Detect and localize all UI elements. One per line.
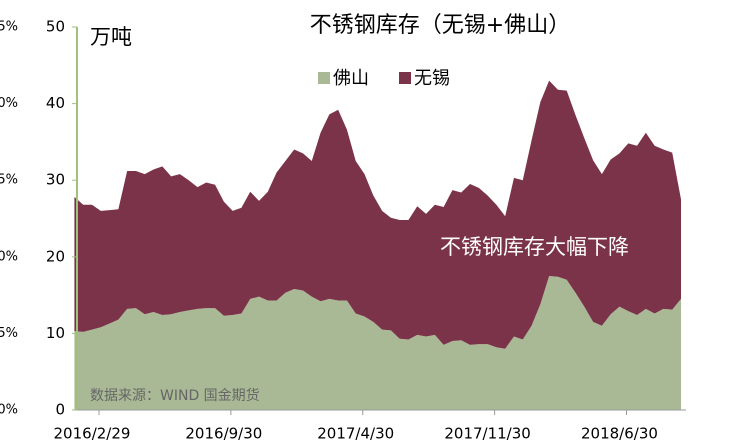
legend-swatch xyxy=(318,72,330,84)
y-tick-label: 30 xyxy=(46,171,65,189)
area xyxy=(74,80,682,349)
y2-tick-label: 10% xyxy=(0,249,18,264)
x-tick-label: 2017/11/30 xyxy=(444,425,530,443)
source: 数据来源：WIND 国金期货 xyxy=(90,387,260,404)
y-tick-label: 0 xyxy=(55,401,65,419)
x-tick-label: 2016/9/30 xyxy=(185,425,262,443)
y2-tick-label: 15% xyxy=(0,173,18,188)
annotation: 不锈钢库存大幅下降 xyxy=(440,235,629,259)
y2-tick-label: 20% xyxy=(0,96,18,111)
y2-tick-label: 5% xyxy=(0,326,18,341)
y-tick-label: 50 xyxy=(46,18,65,36)
legend-label: 无锡 xyxy=(414,68,450,89)
area xyxy=(74,275,682,410)
legend-label: 佛山 xyxy=(333,68,369,89)
x-tick-label: 2017/4/30 xyxy=(317,425,394,443)
y2-tick-label: 0% xyxy=(0,403,18,418)
y2-tick-label: 25% xyxy=(0,20,18,35)
y-tick-label: 10 xyxy=(46,324,65,342)
chart-title: 不锈钢库存（无锡+佛山） xyxy=(310,13,570,38)
y-tick-label: 40 xyxy=(46,94,65,112)
y-tick-label: 20 xyxy=(46,247,65,265)
x-tick-label: 2018/6/30 xyxy=(581,425,658,443)
x-tick-label: 2016/2/29 xyxy=(54,425,131,443)
y-axis-label: 万吨 xyxy=(90,25,132,49)
legend-swatch xyxy=(399,72,411,84)
